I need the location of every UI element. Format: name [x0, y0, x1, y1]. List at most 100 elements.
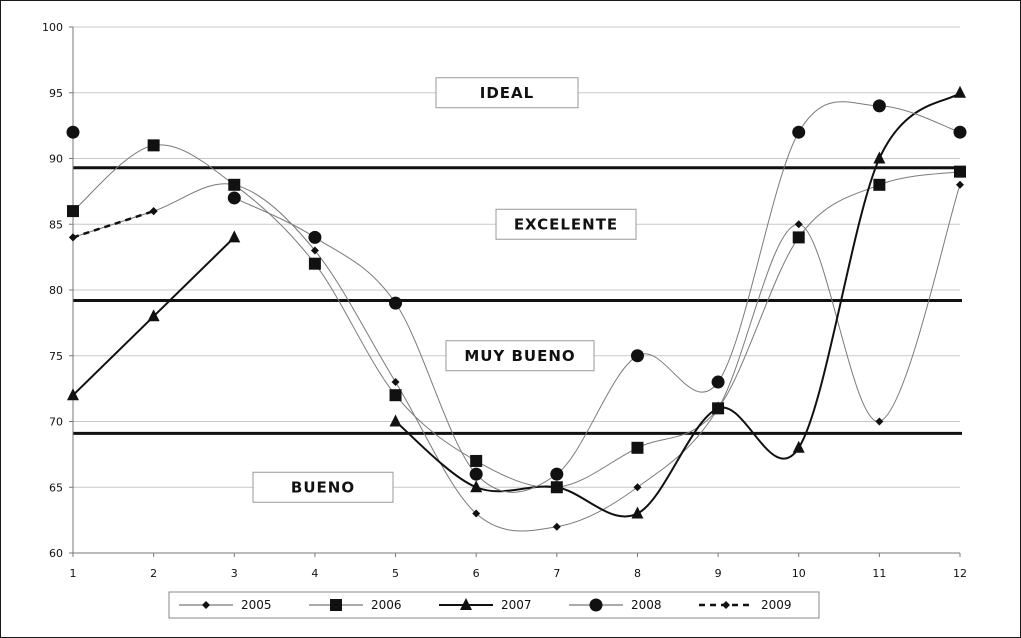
zone-label-muy-bueno: MUY BUENO	[445, 340, 595, 372]
point-2008-11	[872, 99, 886, 113]
legend-label: 2007	[501, 598, 532, 612]
series-markers	[66, 85, 967, 531]
legend-item-2005: 2005	[179, 598, 272, 612]
point-2008-3	[227, 191, 241, 205]
point-2007-11	[873, 151, 886, 164]
point-2006-8	[631, 441, 644, 454]
y-tick-label: 65	[49, 481, 63, 494]
y-tick-label: 70	[49, 416, 63, 429]
zone-text: BUENO	[291, 478, 355, 496]
point-2007-1	[67, 388, 79, 401]
point-2008-8	[630, 349, 644, 363]
legend-marker-diamond	[722, 601, 730, 609]
point-2008-10	[792, 125, 806, 139]
point-2008-7	[550, 467, 564, 481]
legend-item-2006: 2006	[309, 598, 402, 612]
point-2005-4	[310, 246, 319, 255]
point-2006-1	[67, 205, 79, 218]
y-tick-label: 60	[49, 547, 63, 560]
point-2007-2	[147, 309, 160, 322]
point-2005-12	[956, 180, 964, 189]
legend: 2005 2006 2007 2008 2009	[168, 591, 820, 619]
zone-text: MUY BUENO	[464, 347, 575, 365]
series-line-2006	[72, 144, 961, 488]
x-tick-label: 5	[392, 567, 399, 580]
x-tick-label: 2	[150, 567, 157, 580]
x-tick-label: 8	[634, 567, 641, 580]
point-2007-6	[470, 480, 483, 493]
x-tick-label: 11	[872, 567, 886, 580]
x-tick-label: 1	[70, 567, 77, 580]
point-2007-8	[631, 506, 644, 519]
legend-label: 2006	[371, 598, 402, 612]
series-line-2007	[394, 91, 961, 518]
y-tick-label: 75	[49, 350, 63, 363]
point-2006-3	[228, 178, 241, 191]
legend-marker-circle	[589, 598, 603, 612]
y-tick-label: 95	[49, 87, 63, 100]
point-2005-8	[633, 483, 642, 492]
zone-box	[445, 340, 595, 372]
point-2009-1	[69, 233, 77, 242]
point-2006-12	[954, 165, 966, 178]
x-tick-label: 12	[953, 567, 967, 580]
zone-text: IDEAL	[480, 84, 534, 102]
legend-marker-triangle	[460, 598, 472, 610]
point-2007-10	[792, 440, 805, 453]
point-2005-7	[552, 522, 561, 531]
x-tick-label: 9	[715, 567, 722, 580]
point-2009-2	[149, 207, 158, 216]
point-2008-1	[66, 125, 80, 139]
point-2007-9	[712, 401, 725, 414]
point-2006-5	[389, 389, 402, 402]
zone-text: EXCELENTE	[514, 215, 618, 233]
zone-label-excelente: EXCELENTE	[495, 208, 637, 240]
series-line-2009	[72, 209, 155, 239]
legend-label: 2008	[631, 598, 662, 612]
y-tick-label: 100	[42, 21, 63, 34]
point-2006-11	[873, 178, 886, 191]
x-tick-label: 4	[311, 567, 318, 580]
legend-marker-diamond	[202, 601, 210, 609]
legend-label: 2009	[761, 598, 792, 612]
x-tick-label: 6	[473, 567, 480, 580]
legend-item-2007: 2007	[439, 598, 532, 612]
zone-label-bueno: BUENO	[252, 471, 394, 503]
point-2007-5	[389, 414, 402, 427]
point-2006-4	[308, 257, 321, 270]
y-tick-label: 85	[49, 218, 63, 231]
legend-item-2008: 2008	[569, 598, 662, 612]
series-line-2008	[234, 101, 961, 493]
point-2005-11	[875, 417, 884, 426]
point-2008-4	[308, 230, 322, 244]
legend-item-2009: 2009	[699, 598, 792, 612]
point-2006-6	[470, 454, 483, 467]
point-2008-5	[389, 296, 403, 310]
threshold-lines	[73, 166, 962, 435]
point-2007-7	[550, 480, 563, 493]
zone-box	[435, 77, 579, 109]
point-2006-2	[147, 139, 160, 152]
y-tick-label: 90	[49, 153, 63, 166]
point-2005-10	[794, 220, 803, 229]
x-tick-label: 3	[231, 567, 238, 580]
x-tick-label: 10	[792, 567, 806, 580]
point-2005-6	[472, 509, 481, 518]
zone-labels: IDEAL EXCELENTE MUY BUENO BUENO	[252, 77, 637, 503]
point-2007-12	[954, 85, 966, 98]
point-2007-3	[228, 230, 241, 243]
legend-label: 2005	[241, 598, 272, 612]
zone-label-ideal: IDEAL	[435, 77, 579, 109]
point-2008-12	[953, 125, 967, 139]
zone-box	[495, 208, 637, 240]
point-2006-10	[792, 231, 805, 244]
point-2008-6	[469, 467, 483, 481]
x-tick-label: 7	[553, 567, 560, 580]
point-2008-9	[711, 375, 725, 389]
legend-marker-square	[330, 599, 342, 611]
y-tick-label: 80	[49, 284, 63, 297]
point-2005-5	[391, 378, 400, 387]
